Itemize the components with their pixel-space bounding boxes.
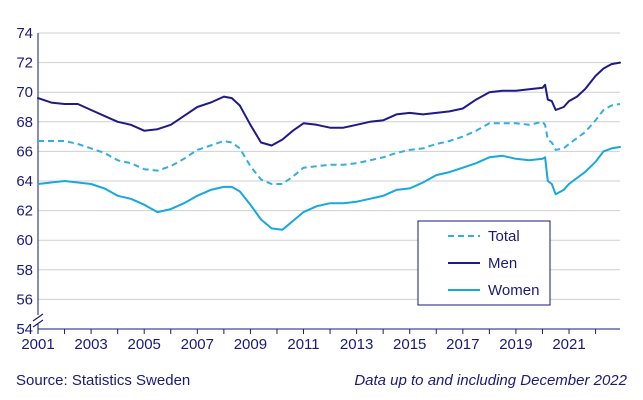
axis-break-mark-lower [32,319,44,328]
source-note: Source: Statistics Sweden [16,372,191,389]
y-tick-label-62: 62 [16,203,33,220]
y-tick-label-72: 72 [16,55,33,72]
y-tick-label-74: 74 [16,25,33,42]
y-tick-label-54: 54 [16,321,33,338]
x-tick-label-2013: 2013 [340,336,373,353]
x-tick-label-2009: 2009 [234,336,267,353]
x-tick-label-2005: 2005 [128,336,161,353]
legend-label-men: Men [488,255,517,272]
legend-box [417,220,551,306]
series-lines [37,61,621,231]
y-tick-label-70: 70 [16,84,33,101]
y-tick-label-56: 56 [16,291,33,308]
axis-break-mark-upper [32,313,44,322]
series-line-men [37,61,621,147]
y-tick-label-58: 58 [16,262,33,279]
x-tick-label-2007: 2007 [181,336,214,353]
data-coverage-note: Data up to and including December 2022 [354,372,627,389]
grid-lines [38,32,620,300]
legend-label-total: Total [488,228,520,245]
x-tick-label-2011: 2011 [287,336,319,353]
series-line-total [38,103,621,185]
axes: 54 56 58 60 62 64 66 68 70 72 74 2001 2003 2005 2007 20… [16,25,620,353]
x-tick-label-2017: 2017 [446,336,479,353]
x-tick-label-2021: 2021 [552,336,585,353]
y-tick-label-68: 68 [16,114,33,131]
y-tick-label-66: 66 [16,143,33,160]
legend-label-women: Women [488,282,539,299]
y-tick-label-60: 60 [16,232,33,249]
x-tick-label-2019: 2019 [499,336,532,353]
legend: Total Men Women [417,220,551,306]
x-tick-label-2003: 2003 [74,336,107,353]
x-tick-label-2001: 2001 [21,336,54,353]
x-tick-label-2015: 2015 [393,336,426,353]
y-tick-label-64: 64 [16,173,33,190]
series-line-women [37,146,621,231]
